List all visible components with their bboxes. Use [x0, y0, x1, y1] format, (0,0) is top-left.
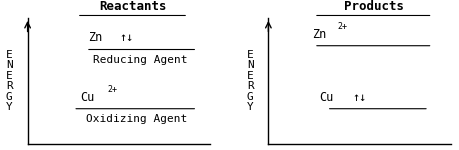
Text: E
N
E
R
G
Y: E N E R G Y	[6, 50, 13, 112]
Text: Products: Products	[343, 0, 403, 13]
Text: ↑↓: ↑↓	[119, 32, 133, 44]
Text: E
N
E
R
G
Y: E N E R G Y	[246, 50, 253, 112]
Text: 2+: 2+	[337, 22, 347, 31]
Text: Zn: Zn	[88, 32, 102, 44]
Text: Reactants: Reactants	[100, 0, 167, 13]
Text: ↑↓: ↑↓	[352, 91, 366, 104]
Text: Zn: Zn	[312, 28, 326, 41]
Text: Cu: Cu	[80, 91, 95, 104]
Text: 2+: 2+	[107, 85, 118, 94]
Text: Oxidizing Agent: Oxidizing Agent	[86, 114, 187, 124]
Text: Reducing Agent: Reducing Agent	[93, 55, 188, 64]
Text: Cu: Cu	[319, 91, 333, 104]
